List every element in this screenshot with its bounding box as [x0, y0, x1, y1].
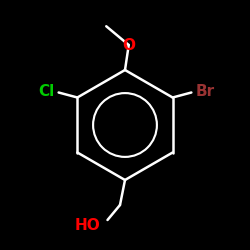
Text: O: O — [122, 38, 135, 52]
Text: Br: Br — [195, 84, 214, 99]
Text: Cl: Cl — [38, 84, 55, 99]
Text: HO: HO — [74, 218, 100, 232]
